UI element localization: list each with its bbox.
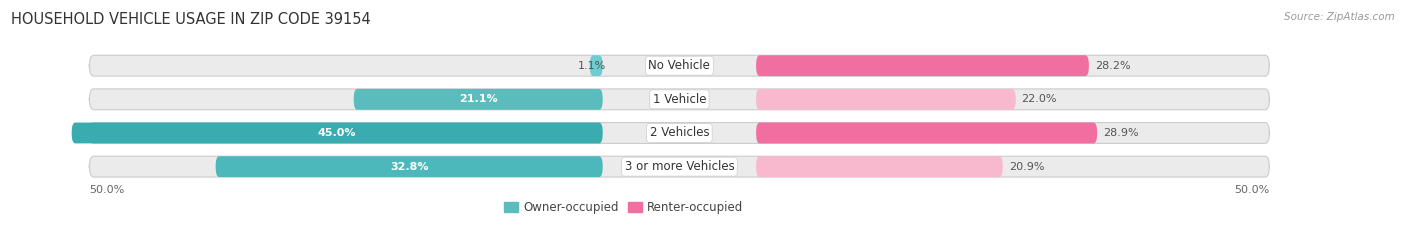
Text: 28.2%: 28.2% — [1095, 61, 1130, 71]
FancyBboxPatch shape — [354, 89, 603, 110]
Text: 1.1%: 1.1% — [578, 61, 606, 71]
Text: No Vehicle: No Vehicle — [648, 59, 710, 72]
Text: 50.0%: 50.0% — [90, 185, 125, 194]
FancyBboxPatch shape — [589, 55, 603, 76]
FancyBboxPatch shape — [756, 156, 1002, 177]
Text: 1 Vehicle: 1 Vehicle — [652, 93, 706, 106]
Text: HOUSEHOLD VEHICLE USAGE IN ZIP CODE 39154: HOUSEHOLD VEHICLE USAGE IN ZIP CODE 3915… — [11, 12, 371, 27]
FancyBboxPatch shape — [756, 123, 1097, 143]
Text: 21.1%: 21.1% — [458, 94, 498, 104]
FancyBboxPatch shape — [756, 89, 1015, 110]
FancyBboxPatch shape — [90, 89, 1270, 110]
FancyBboxPatch shape — [90, 123, 1270, 143]
Text: 3 or more Vehicles: 3 or more Vehicles — [624, 160, 734, 173]
Text: 28.9%: 28.9% — [1104, 128, 1139, 138]
FancyBboxPatch shape — [90, 55, 1270, 76]
FancyBboxPatch shape — [90, 156, 1270, 177]
FancyBboxPatch shape — [72, 123, 603, 143]
Text: 2 Vehicles: 2 Vehicles — [650, 127, 709, 139]
Text: 45.0%: 45.0% — [318, 128, 357, 138]
Text: Source: ZipAtlas.com: Source: ZipAtlas.com — [1284, 12, 1395, 22]
Text: 22.0%: 22.0% — [1022, 94, 1057, 104]
FancyBboxPatch shape — [756, 55, 1088, 76]
Text: 50.0%: 50.0% — [1234, 185, 1270, 194]
Text: 20.9%: 20.9% — [1008, 162, 1045, 172]
Text: 32.8%: 32.8% — [389, 162, 429, 172]
FancyBboxPatch shape — [215, 156, 603, 177]
Legend: Owner-occupied, Renter-occupied: Owner-occupied, Renter-occupied — [499, 197, 748, 219]
